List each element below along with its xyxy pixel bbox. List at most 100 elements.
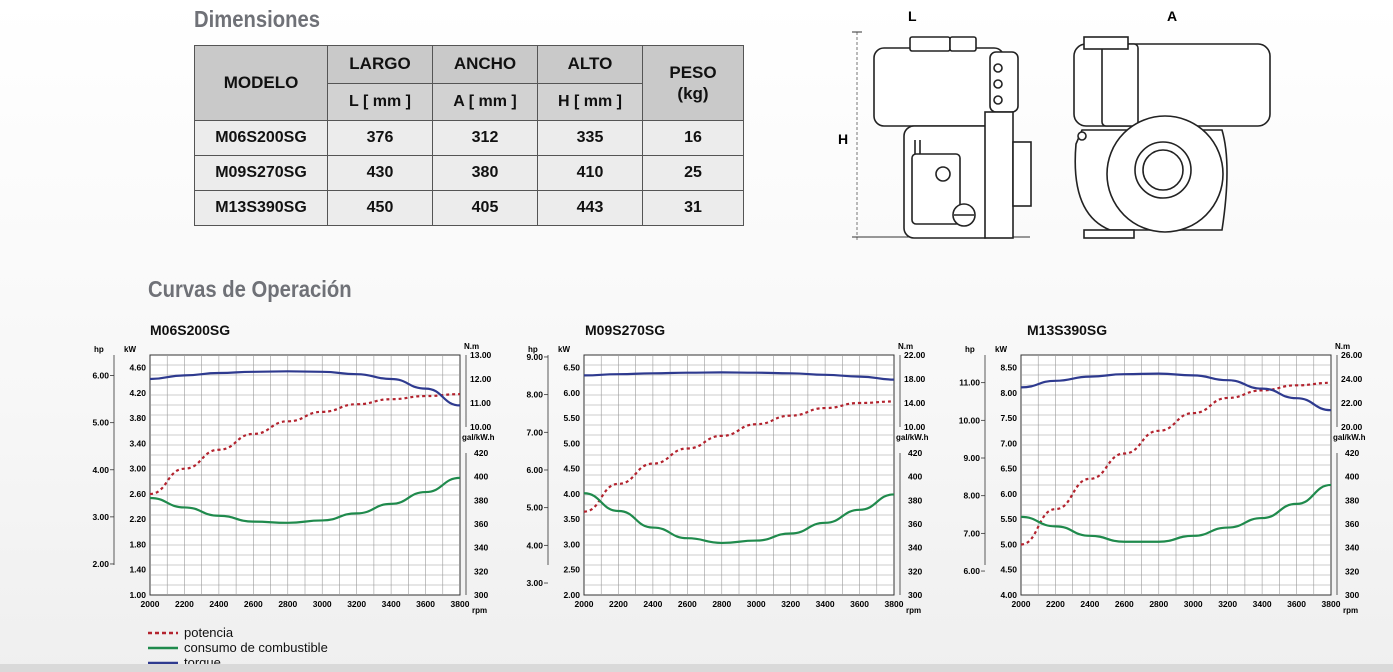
kw-tick-label: 6.00 [563,388,580,398]
cell-modelo: M06S200SG [194,120,328,156]
gal-axis-label: gal/kW.h [896,433,929,442]
cell-peso: 31 [642,190,744,226]
gal-tick-label: 360 [474,519,488,529]
nm-tick-label: 12.00 [470,374,492,384]
gal-tick-label: 340 [474,543,488,553]
hp-tick-label: 11.00 [959,378,980,388]
hp-tick-label: 6.00 [963,566,980,576]
cell-modelo: M13S390SG [194,190,328,226]
hp-tick-label: 10.00 [959,415,981,425]
kw-tick-label: 8.50 [1000,363,1017,373]
gal-tick-label: 360 [908,519,922,529]
x-tick-label: 2200 [609,599,628,609]
x-tick-label: 3400 [816,599,835,609]
cell-alto: 443 [537,190,643,226]
x-tick-label: 3400 [382,599,401,609]
kw-tick-label: 5.00 [1000,539,1017,549]
x-tick-label: 3000 [313,599,332,609]
gal-tick-label: 340 [1345,543,1359,553]
x-unit-label: rpm [472,606,487,615]
nm-axis-label: N.m [464,342,479,351]
nm-tick-label: 26.00 [1341,350,1363,360]
cell-largo: 450 [327,190,433,226]
legend-swatch-torque [148,661,178,664]
nm-tick-label: 10.00 [904,422,926,432]
legend-swatch-potencia [148,631,178,634]
cell-largo: 376 [327,120,433,156]
hp-tick-label: 2.00 [92,559,109,569]
gal-tick-label: 340 [908,543,922,553]
series-line-potencia [1020,381,1332,546]
hp-tick-label: 4.00 [526,540,543,550]
nm-tick-label: 20.00 [1341,422,1363,432]
kw-tick-label: 1.40 [129,565,146,575]
gal-tick-label: 360 [1345,519,1359,529]
nm-tick-label: 11.00 [470,398,491,408]
x-unit-label: rpm [906,606,921,615]
unit-ancho: A [ mm ] [432,82,538,121]
kw-tick-label: 3.00 [129,464,146,474]
kw-tick-label: 6.50 [563,363,580,373]
label-A: A [1167,8,1177,24]
x-tick-label: 3200 [1218,599,1237,609]
gal-axis-label: gal/kW.h [1333,433,1366,442]
gal-tick-label: 400 [474,472,488,482]
x-tick-label: 3200 [347,599,366,609]
kw-tick-label: 4.60 [129,363,146,373]
x-tick-label: 3800 [451,599,470,609]
dimensions-table: MODELO LARGO ANCHO ALTO PESO (kg) L [ mm… [194,45,744,226]
gal-tick-label: 420 [908,448,922,458]
series-line-torque [149,370,461,407]
x-tick-label: 2600 [244,599,263,609]
x-tick-label: 2200 [175,599,194,609]
gal-tick-label: 380 [1345,495,1359,505]
nm-tick-label: 22.00 [1341,398,1363,408]
kw-axis-label: kW [995,345,1007,354]
cell-ancho: 380 [432,155,538,191]
legend-item-potencia: potencia [148,625,328,640]
cell-peso: 16 [642,120,744,156]
kw-axis-label: kW [558,345,570,354]
nm-tick-label: 22.00 [904,350,926,360]
kw-tick-label: 5.00 [563,438,580,448]
hp-tick-label: 4.00 [92,465,109,475]
series-line-potencia [583,400,895,513]
x-tick-label: 2400 [643,599,662,609]
kw-tick-label: 4.00 [1000,590,1017,600]
header-peso-label: PESO [669,63,717,82]
kw-tick-label: 4.00 [563,489,580,499]
hp-tick-label: 6.00 [526,465,543,475]
kw-tick-label: 3.80 [129,413,146,423]
series-line-consumo [149,476,461,524]
x-tick-label: 3400 [1253,599,1272,609]
hp-tick-label: 3.00 [92,512,109,522]
kw-tick-label: 3.40 [129,438,146,448]
hp-axis-label: hp [965,345,975,354]
kw-tick-label: 4.50 [563,464,580,474]
header-largo: LARGO [327,45,433,84]
kw-tick-label: 8.00 [1000,388,1017,398]
legend-item-consumo: consumo de combustible [148,640,328,655]
chart-m06s200sg: 2000 2200 2400 2600 2800 3000 3200 3400 3600 3800… [92,342,494,615]
hp-tick-label: 3.00 [526,578,543,588]
x-tick-label: 3800 [885,599,904,609]
cell-alto: 335 [537,120,643,156]
chart-3-title: M13S390SG [1027,322,1108,338]
chart-2-title: M09S270SG [585,322,666,338]
kw-tick-label: 1.80 [129,539,146,549]
curves-section-title: Curvas de Operación [148,276,352,302]
x-tick-label: 2800 [712,599,731,609]
x-tick-label: 3600 [850,599,869,609]
table-row: M09S270SG 430 380 410 25 [194,155,744,191]
engine-side-view [873,36,1032,239]
header-alto: ALTO [537,45,643,84]
kw-tick-label: 1.00 [129,590,146,600]
kw-tick-label: 2.00 [563,590,580,600]
header-peso: PESO (kg) [642,45,744,121]
x-tick-label: 3600 [416,599,435,609]
gal-tick-label: 300 [908,590,922,600]
x-tick-label: 3600 [1287,599,1306,609]
gal-tick-label: 420 [1345,448,1359,458]
nm-tick-label: 10.00 [470,422,492,432]
label-L: L [908,8,917,24]
